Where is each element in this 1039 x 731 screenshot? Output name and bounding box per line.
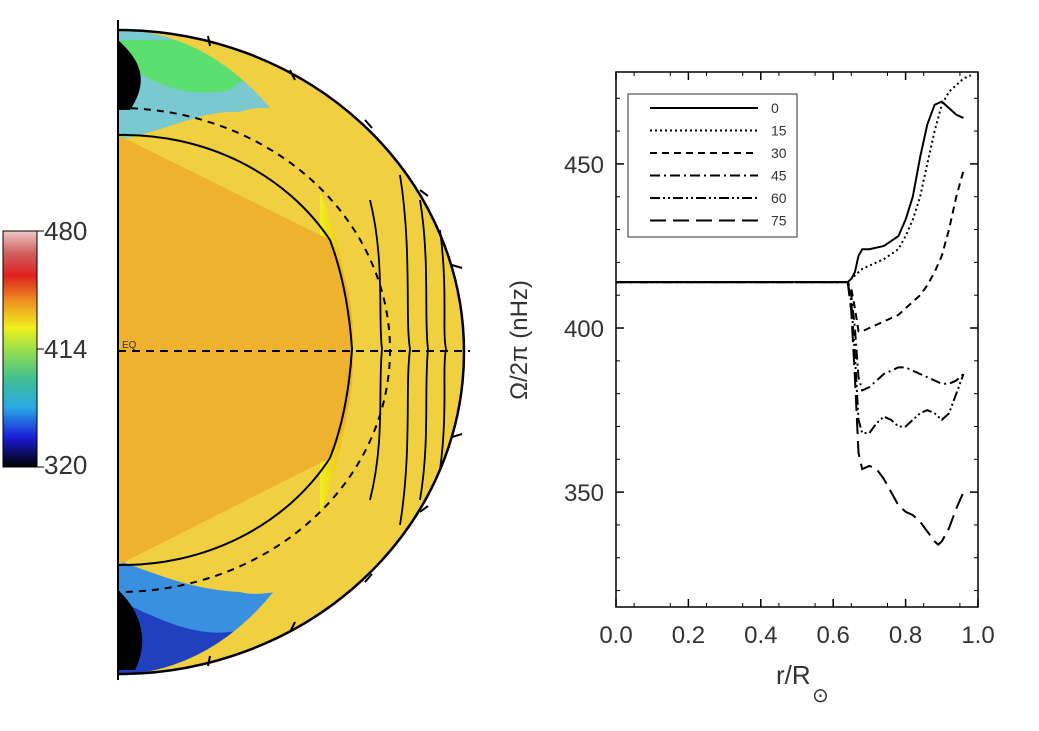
x-tick-label: 0.6 [817,622,850,649]
axis-ticks [615,72,979,607]
south-pole-dark [118,590,143,670]
x-tick-label: 0.0 [599,622,632,649]
legend: 0 15 30 45 60 75 [627,93,798,238]
legend-label-0: 0 [771,100,779,116]
x-tick-label: 0.8 [889,622,922,649]
legend-label-45: 45 [771,168,787,184]
y-tick-label: 400 [564,316,604,343]
legend-label-60: 60 [771,190,787,206]
surface-boundary [117,28,466,676]
y-tick-label: 450 [564,152,604,179]
series-layer [616,74,972,546]
y-axis-label: Ω/2π (nHz) [506,280,533,400]
legend-label-75: 75 [771,213,787,229]
x-axis-label: r/R [776,660,811,690]
contour-line-4 [419,199,429,501]
series-line-60 [616,281,965,434]
core-outer-arc [117,133,331,241]
legend-label-30: 30 [771,145,787,161]
colorbar-mid-label: 414 [44,334,87,364]
latitude-ticks [207,35,463,667]
plot-frame [615,71,979,608]
series-line-15 [616,74,972,284]
series-line-30 [616,170,965,333]
contour-line-1 [329,239,354,459]
contour-line-5 [439,229,447,471]
colorbar-min-label: 320 [44,450,87,480]
series-line-75 [616,281,965,546]
x-axis-label-main: r/R [776,660,811,690]
equator-label: EQ [122,340,137,351]
series-line-45 [616,281,965,392]
contour-line-3 [399,174,411,526]
x-tick-label: 0.2 [672,622,705,649]
north-pole-dark [118,40,141,110]
y-tick-label: 350 [564,480,604,507]
meridional-map: EQ [117,20,470,680]
y-tick-labels: 350 400 450 [564,152,604,507]
colorbar-max-label: 480 [44,216,87,246]
x-axis-label-symbol: ⊙ [812,685,829,707]
x-tick-label: 0.4 [744,622,777,649]
x-tick-labels: 0.0 0.2 0.4 0.6 0.8 1.0 [599,622,994,649]
contour-line-2 [369,199,383,501]
x-tick-label: 1.0 [961,622,994,649]
line-chart: 0 15 30 45 60 75 0.0 0.2 0.4 0.6 0.8 1.0 350 400 450… [506,71,995,707]
legend-box [627,93,798,238]
colorbar: 480 414 320 [2,216,87,480]
colorbar-ramp [2,230,38,468]
core-outer-arc-south [117,457,331,567]
legend-label-15: 15 [771,123,787,139]
